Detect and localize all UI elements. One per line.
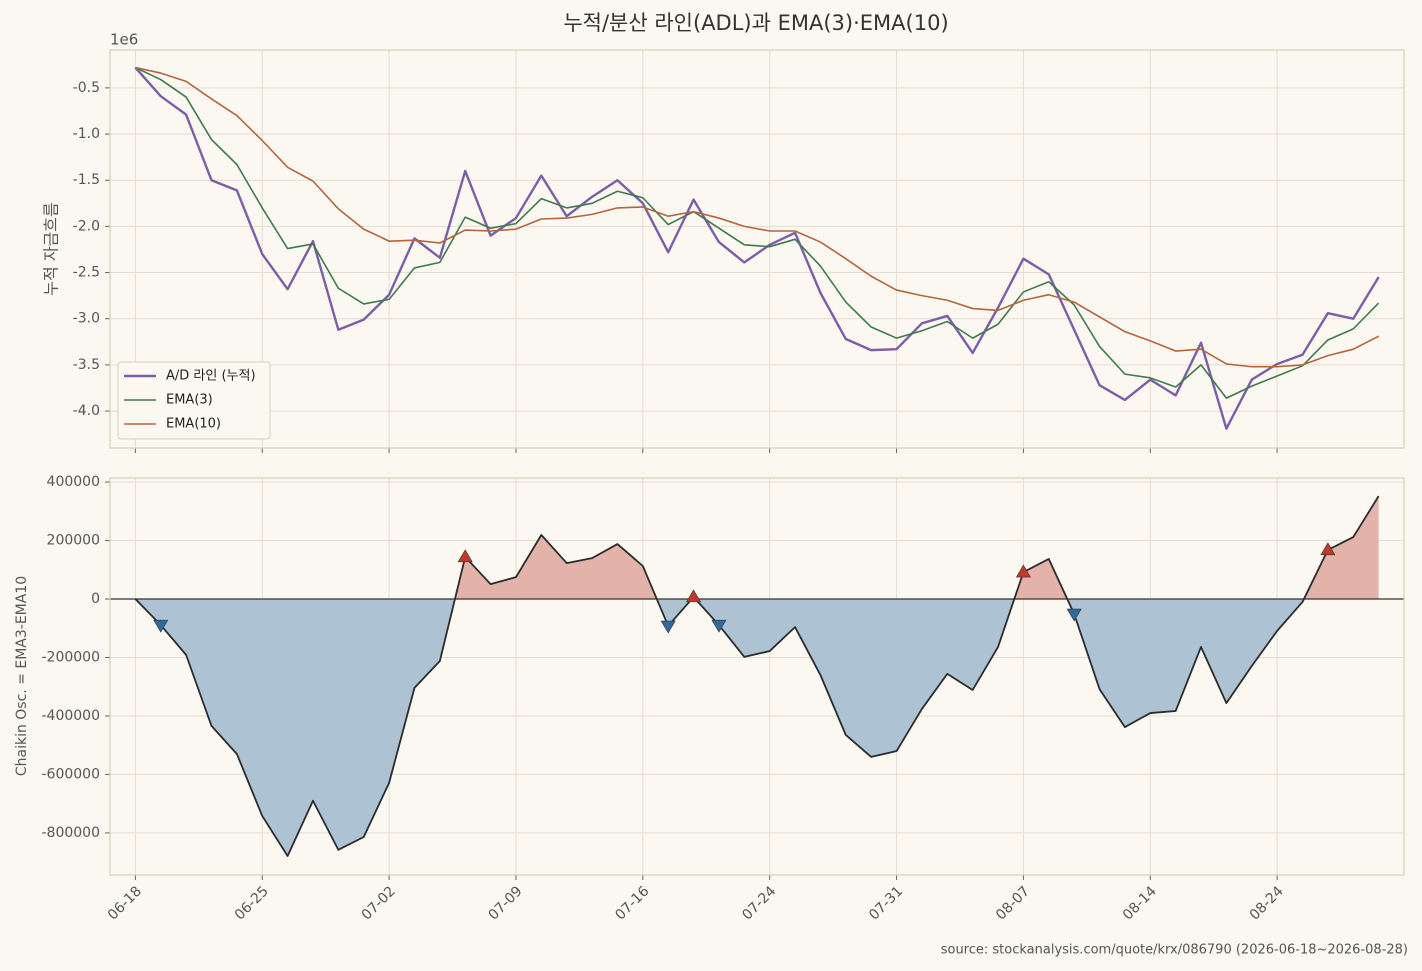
y-tick-label: 0 [91, 591, 100, 607]
data-line [134, 66, 1380, 430]
x-tick-label: 06-18 [105, 883, 145, 923]
y-tick-label: 200000 [47, 533, 100, 549]
cross-up-marker [1015, 564, 1031, 578]
y-axis-label: 누적 자금흐름 [42, 202, 61, 295]
cross-down-marker [1066, 608, 1082, 622]
cross-up-marker [457, 549, 473, 563]
x-tick-label: 06-25 [232, 883, 272, 923]
cross-up-marker [686, 589, 702, 603]
x-tick-label: 08-07 [993, 883, 1033, 923]
plot-frame [109, 477, 1405, 876]
x-tick-label: 07-31 [866, 883, 906, 923]
data-line [135, 66, 1379, 368]
y-tick-label: -2.5 [73, 265, 100, 281]
cross-down-marker [711, 619, 727, 633]
y-axis-label: Chaikin Osc. = EMA3-EMA10 [14, 576, 30, 776]
legend-label: EMA(3) [166, 393, 213, 408]
x-tick-label: 07-16 [612, 883, 652, 923]
legend-label: A/D 라인 (누적) [166, 369, 256, 384]
x-tick-label: 07-02 [359, 883, 399, 923]
x-tick-label: 08-14 [1120, 883, 1160, 923]
x-tick-label: 08-24 [1247, 883, 1287, 923]
y-tick-label: 400000 [47, 474, 100, 490]
plot-frame [109, 49, 1405, 449]
x-tick-label: 07-09 [486, 883, 526, 923]
y-tick-label: -800000 [42, 825, 101, 841]
y-tick-label: -200000 [42, 649, 101, 665]
y-tick-label: -3.0 [73, 311, 100, 327]
y-tick-label: -2.0 [73, 218, 100, 234]
y-tick-label: -4.0 [73, 403, 100, 419]
y-tick-label: -3.5 [73, 357, 100, 373]
offset-label: 1e6 [110, 31, 138, 49]
chart-title: 누적/분산 라인(ADL)과 EMA(3)·EMA(10) [563, 11, 948, 35]
negative-area [135, 599, 1304, 856]
plot-area [110, 50, 1404, 448]
x-tick-label: 07-24 [739, 883, 779, 923]
y-tick-label: -600000 [42, 766, 101, 782]
y-tick-label: -0.5 [73, 80, 100, 96]
cross-up-marker [1320, 542, 1336, 556]
y-tick-label: -1.0 [73, 126, 100, 142]
y-tick-label: -400000 [42, 708, 101, 724]
data-line [135, 66, 1380, 399]
source-note: source: stockanalysis.com/quote/krx/0867… [941, 943, 1408, 958]
osc-line [134, 495, 1380, 857]
cross-down-marker [660, 620, 676, 634]
y-tick-label: -1.5 [73, 172, 100, 188]
legend-label: EMA(10) [166, 417, 221, 432]
cross-down-marker [153, 619, 169, 633]
legend-box [117, 361, 271, 440]
